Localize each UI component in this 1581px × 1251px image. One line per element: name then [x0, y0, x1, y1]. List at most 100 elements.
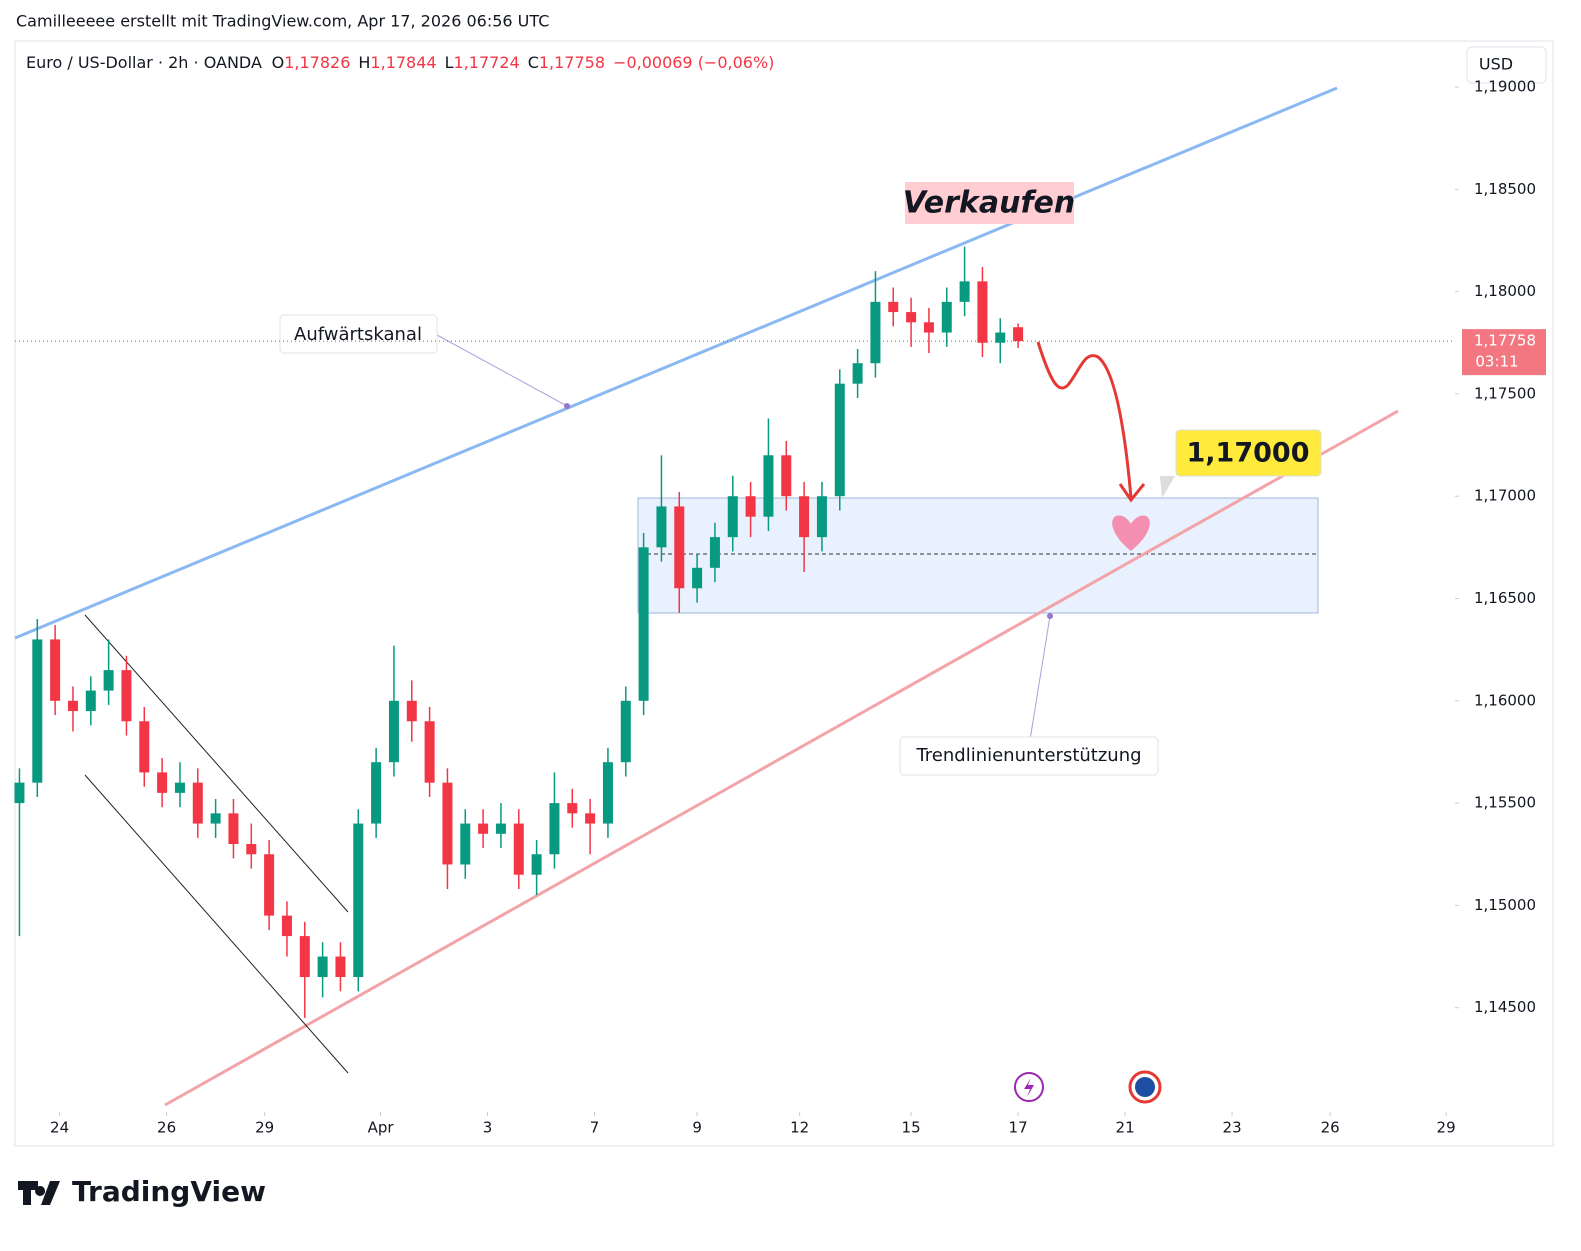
- plot: [14, 246, 1024, 1018]
- y-tick-label: 1,19000: [1474, 78, 1536, 96]
- y-tick-label: 1,14500: [1474, 998, 1536, 1016]
- candle-body: [264, 854, 275, 916]
- x-tick-label: 29: [255, 1119, 274, 1137]
- candle-body: [14, 782, 25, 804]
- ohlc-value: 1,17826: [284, 53, 350, 72]
- candle-body: [995, 332, 1006, 343]
- x-tick-label: 24: [50, 1119, 69, 1137]
- ohlc-key: H: [358, 53, 370, 72]
- x-tick-label: 23: [1223, 1119, 1242, 1137]
- candle-body: [834, 383, 845, 497]
- candle-body: [656, 506, 667, 548]
- candle-body: [745, 496, 756, 517]
- change: −0,00069 (−0,06%): [613, 53, 774, 72]
- x-tick-label: 7: [590, 1119, 600, 1137]
- candle-body: [192, 782, 203, 824]
- brand-logo: [18, 1181, 60, 1205]
- y-tick-label: 1,17500: [1474, 384, 1536, 402]
- candle-body: [977, 281, 988, 343]
- candle-body: [460, 823, 471, 865]
- leader: [1029, 615, 1051, 741]
- candle-body: [620, 700, 631, 763]
- price-tag-label: 1,17758: [1474, 332, 1536, 350]
- x-tick-label: 21: [1116, 1119, 1135, 1137]
- candle-body: [281, 915, 292, 937]
- candle-body: [906, 312, 917, 323]
- candle-body: [816, 496, 827, 538]
- candle-body: [353, 823, 364, 978]
- y-tick-label: 1,17000: [1474, 487, 1536, 505]
- candle-body: [781, 455, 792, 497]
- x-tick-label: 15: [902, 1119, 921, 1137]
- arrow: [1036, 341, 1133, 499]
- callout-tail: [1160, 476, 1175, 498]
- candle-body: [32, 639, 43, 783]
- legend: Euro / US-Dollar · 2h · OANDA O1,17826 H1,…: [26, 53, 774, 72]
- candle-body: [478, 823, 489, 834]
- anchor: [564, 403, 570, 409]
- symbol: Euro / US-Dollar · 2h · OANDA: [26, 53, 262, 72]
- sell-box: [905, 182, 1074, 224]
- event-icon-glyph: [1135, 1077, 1155, 1097]
- candle-body: [406, 700, 417, 722]
- candle-body: [799, 496, 810, 538]
- candle-body: [299, 936, 310, 978]
- candle-body: [727, 496, 738, 538]
- candle-body: [638, 547, 649, 701]
- candle-body: [424, 721, 435, 783]
- x-tick-label: 3: [483, 1119, 493, 1137]
- candle-body: [246, 844, 257, 855]
- ohlc-key: L: [445, 53, 454, 72]
- brand: TradingView: [72, 1175, 266, 1208]
- candle-body: [709, 537, 720, 568]
- candle-body: [157, 772, 168, 793]
- candle-body: [317, 956, 328, 978]
- x-tick-label: Apr: [368, 1119, 395, 1137]
- candle-body: [585, 813, 596, 824]
- anchor: [1047, 613, 1053, 619]
- attribution: Camilleeeee erstellt mit TradingView.com…: [16, 12, 549, 31]
- candle-body: [763, 455, 774, 517]
- arrow-head: [1118, 483, 1146, 503]
- ohlc-value: 1,17844: [370, 53, 436, 72]
- down-channel: [84, 774, 349, 1074]
- candle-body: [888, 301, 899, 313]
- candle-body: [371, 762, 382, 824]
- x-tick-label: 12: [790, 1119, 809, 1137]
- ohlc-value: 1,17758: [539, 53, 605, 72]
- channel-top: [14, 86, 1338, 640]
- support-box: [899, 736, 1159, 776]
- candle-body: [941, 301, 952, 333]
- y-tick-label: 1,15500: [1474, 794, 1536, 812]
- leader: [436, 334, 568, 407]
- x-tick-label: 26: [157, 1119, 176, 1137]
- candle-body: [174, 782, 185, 793]
- candle-body: [602, 762, 613, 824]
- target-box: [1175, 429, 1322, 477]
- support-label: Trendlinienunterstützung: [915, 745, 1141, 766]
- sell-label: Verkaufen: [903, 186, 1076, 221]
- candle-body: [1013, 327, 1024, 342]
- channel-box: [279, 314, 438, 354]
- candle-body: [692, 567, 703, 589]
- y-tick-label: 1,18500: [1474, 180, 1536, 198]
- candle-body: [85, 690, 96, 712]
- candle-body: [67, 700, 78, 712]
- candle-body: [549, 803, 560, 855]
- candle-body: [50, 639, 61, 701]
- candle-body: [121, 670, 132, 722]
- candle-body: [852, 363, 863, 384]
- candle-body: [531, 854, 542, 875]
- y-tick-label: 1,18000: [1474, 282, 1536, 300]
- candle-body: [495, 823, 506, 834]
- candle-body: [139, 721, 150, 773]
- x-tick-label: 9: [692, 1119, 702, 1137]
- currency-button[interactable]: [1466, 46, 1547, 84]
- countdown: 03:11: [1475, 353, 1518, 371]
- event-icon-glyph: [1024, 1078, 1034, 1097]
- ohlc-value: 1,17724: [454, 53, 520, 72]
- x-tick-label: 17: [1009, 1119, 1028, 1137]
- candle-body: [442, 782, 453, 865]
